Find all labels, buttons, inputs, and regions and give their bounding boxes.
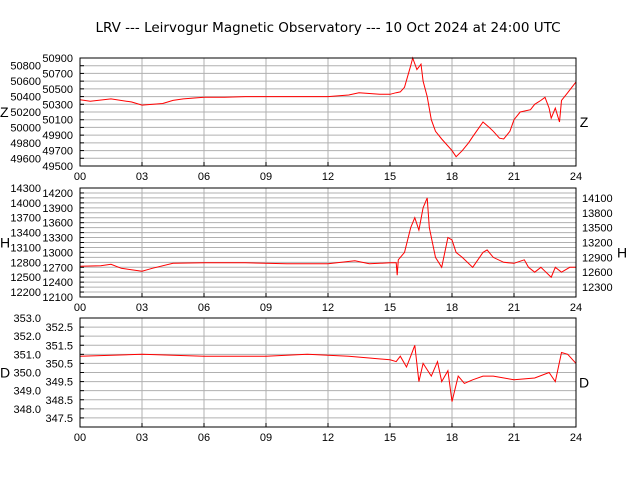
y-tick-label: 49600: [10, 153, 41, 165]
panel-d: 347.5 348.0 348.5 349.0 349.5 350.0 350.5 351.0…: [0, 313, 589, 444]
x-tick-label: 00: [74, 171, 86, 183]
y-tick-label: 50800: [10, 61, 41, 73]
y-tick-label: 12600: [582, 267, 613, 279]
y-tick-label: 353.0: [13, 313, 41, 325]
y-tick-label: 349.5: [45, 377, 73, 389]
x-tick-label: 21: [508, 302, 520, 314]
x-tick-label: 18: [446, 432, 458, 444]
y-tick-label: 12100: [42, 292, 73, 304]
y-tick-label: 50900: [42, 53, 73, 65]
y-tick-label: 13900: [42, 203, 73, 215]
right-axis-label: Z: [580, 114, 589, 130]
x-tick-label: 15: [384, 432, 396, 444]
y-tick-label: 13500: [582, 223, 613, 235]
y-tick-label: 13100: [10, 242, 41, 254]
x-tick-label: 12: [322, 171, 334, 183]
y-tick-label: 12300: [582, 282, 613, 294]
x-tick-label: 15: [384, 302, 396, 314]
y-tick-label: 12700: [42, 262, 73, 274]
right-axis-label: D: [579, 375, 589, 391]
chart-title: LRV --- Leirvogur Magnetic Observatory -…: [95, 20, 561, 36]
y-tick-label: 14100: [582, 193, 613, 205]
left-axis-label: H: [0, 235, 10, 251]
y-tick-label: 12500: [10, 272, 41, 284]
left-axis-label: D: [0, 365, 10, 381]
y-tick-label: 13800: [582, 208, 613, 220]
x-tick-label: 06: [198, 432, 210, 444]
y-tick-label: 352.0: [13, 331, 41, 343]
y-tick-label: 13300: [42, 233, 73, 245]
x-tick-label: 21: [508, 171, 520, 183]
x-tick-label: 21: [508, 432, 520, 444]
y-tick-label: 13200: [582, 238, 613, 250]
y-tick-label: 50200: [10, 107, 41, 119]
x-tick-label: 00: [74, 302, 86, 314]
y-tick-label: 50500: [42, 84, 73, 96]
plot-frame: [79, 187, 577, 298]
x-tick-label: 15: [384, 171, 396, 183]
y-tick-label: 13000: [42, 247, 73, 259]
y-tick-label: 12900: [582, 252, 613, 264]
x-tick-label: 24: [570, 432, 582, 444]
y-tick-label: 14200: [42, 188, 73, 200]
x-tick-label: 18: [446, 302, 458, 314]
y-tick-label: 349.0: [13, 386, 41, 398]
y-tick-label: 49700: [42, 146, 73, 158]
y-tick-label: 50700: [42, 68, 73, 80]
plot-frame: [79, 317, 577, 428]
series-line-h: [79, 197, 576, 279]
x-tick-label: 03: [136, 432, 148, 444]
y-tick-label: 12200: [10, 287, 41, 299]
y-tick-label: 12400: [42, 277, 73, 289]
y-tick-label: 13400: [10, 228, 41, 240]
x-tick-label: 12: [322, 302, 334, 314]
x-tick-label: 09: [260, 432, 272, 444]
y-tick-label: 348.0: [13, 404, 41, 416]
y-tick-label: 50400: [10, 92, 41, 104]
y-tick-label: 50100: [42, 115, 73, 127]
y-tick-label: 351.0: [13, 349, 41, 361]
x-tick-label: 09: [260, 171, 272, 183]
x-tick-label: 24: [570, 171, 582, 183]
series-line-d: [79, 345, 577, 402]
y-tick-label: 49900: [42, 130, 73, 142]
x-tick-label: 06: [198, 302, 210, 314]
y-tick-label: 13700: [10, 213, 41, 225]
y-tick-label: 350.0: [13, 368, 41, 380]
y-tick-label: 347.5: [45, 413, 73, 425]
y-tick-label: 13600: [42, 218, 73, 230]
right-axis-label: H: [617, 245, 627, 261]
y-tick-label: 348.5: [45, 395, 73, 407]
series-line-z: [79, 56, 577, 158]
x-tick-label: 18: [446, 171, 458, 183]
y-tick-label: 14000: [10, 198, 41, 210]
y-tick-label: 50300: [42, 99, 73, 111]
x-tick-label: 06: [198, 171, 210, 183]
y-tick-label: 350.5: [45, 358, 73, 370]
y-tick-label: 49800: [10, 138, 41, 150]
x-tick-label: 12: [322, 432, 334, 444]
x-tick-label: 03: [136, 302, 148, 314]
plot-frame: [79, 57, 577, 167]
y-tick-label: 351.5: [45, 340, 73, 352]
x-tick-label: 03: [136, 171, 148, 183]
x-tick-label: 24: [570, 302, 582, 314]
y-tick-label: 12800: [10, 257, 41, 269]
y-tick-label: 14300: [10, 183, 41, 195]
y-tick-label: 352.5: [45, 322, 73, 334]
y-tick-label: 49500: [42, 161, 73, 173]
y-tick-label: 50000: [10, 122, 41, 134]
panel-z: 4950049600497004980049900500005010050200…: [0, 53, 589, 183]
x-tick-label: 09: [260, 302, 272, 314]
y-tick-label: 50600: [10, 76, 41, 88]
x-tick-label: 00: [74, 432, 86, 444]
left-axis-label: Z: [0, 104, 9, 120]
